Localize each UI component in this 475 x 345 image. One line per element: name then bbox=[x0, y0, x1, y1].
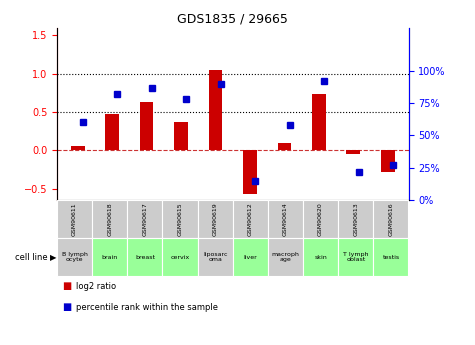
Bar bbox=[268, 238, 303, 276]
Text: T lymph
oblast: T lymph oblast bbox=[343, 252, 369, 263]
Bar bbox=[373, 200, 408, 238]
Bar bbox=[174, 122, 188, 150]
Text: liposarc
oma: liposarc oma bbox=[203, 252, 228, 263]
Bar bbox=[71, 146, 85, 150]
Bar bbox=[127, 238, 162, 276]
Bar bbox=[127, 200, 162, 238]
Text: GSM90616: GSM90616 bbox=[389, 202, 393, 236]
Text: GSM90620: GSM90620 bbox=[318, 202, 323, 236]
Text: brain: brain bbox=[102, 255, 118, 259]
Text: testis: testis bbox=[382, 255, 399, 259]
Bar bbox=[233, 238, 268, 276]
Bar bbox=[346, 150, 360, 154]
Bar bbox=[338, 200, 373, 238]
Text: B lymph
ocyte: B lymph ocyte bbox=[62, 252, 87, 263]
Text: GSM90619: GSM90619 bbox=[213, 202, 218, 236]
Bar bbox=[140, 102, 153, 150]
Bar bbox=[198, 238, 233, 276]
Text: ■: ■ bbox=[62, 282, 71, 291]
Text: log2 ratio: log2 ratio bbox=[76, 282, 116, 291]
Text: GSM90613: GSM90613 bbox=[353, 202, 358, 236]
Text: cell line: cell line bbox=[15, 253, 48, 262]
Bar bbox=[105, 114, 119, 150]
Bar bbox=[303, 238, 338, 276]
Text: breast: breast bbox=[135, 255, 155, 259]
Bar bbox=[373, 238, 408, 276]
Bar bbox=[381, 150, 395, 172]
Bar bbox=[312, 93, 326, 150]
Bar bbox=[268, 200, 303, 238]
Text: ■: ■ bbox=[62, 302, 71, 312]
Title: GDS1835 / 29665: GDS1835 / 29665 bbox=[177, 12, 288, 25]
Text: percentile rank within the sample: percentile rank within the sample bbox=[76, 303, 218, 312]
Bar bbox=[338, 238, 373, 276]
Bar bbox=[198, 200, 233, 238]
Text: macroph
age: macroph age bbox=[272, 252, 299, 263]
Bar bbox=[57, 200, 92, 238]
Text: GSM90612: GSM90612 bbox=[248, 202, 253, 236]
Text: cervix: cervix bbox=[171, 255, 190, 259]
Text: skin: skin bbox=[314, 255, 327, 259]
Bar bbox=[233, 200, 268, 238]
Text: GSM90614: GSM90614 bbox=[283, 202, 288, 236]
Bar bbox=[277, 144, 291, 150]
Text: ▶: ▶ bbox=[50, 253, 57, 262]
Text: liver: liver bbox=[244, 255, 257, 259]
Bar bbox=[303, 200, 338, 238]
Text: GSM90617: GSM90617 bbox=[142, 202, 147, 236]
Bar bbox=[162, 200, 198, 238]
Text: GSM90611: GSM90611 bbox=[72, 202, 77, 236]
Text: GSM90618: GSM90618 bbox=[107, 202, 112, 236]
Text: GSM90615: GSM90615 bbox=[178, 202, 182, 236]
Bar bbox=[57, 238, 92, 276]
Bar bbox=[92, 200, 127, 238]
Bar bbox=[243, 150, 257, 194]
Bar bbox=[162, 238, 198, 276]
Bar bbox=[92, 238, 127, 276]
Bar bbox=[209, 70, 222, 150]
